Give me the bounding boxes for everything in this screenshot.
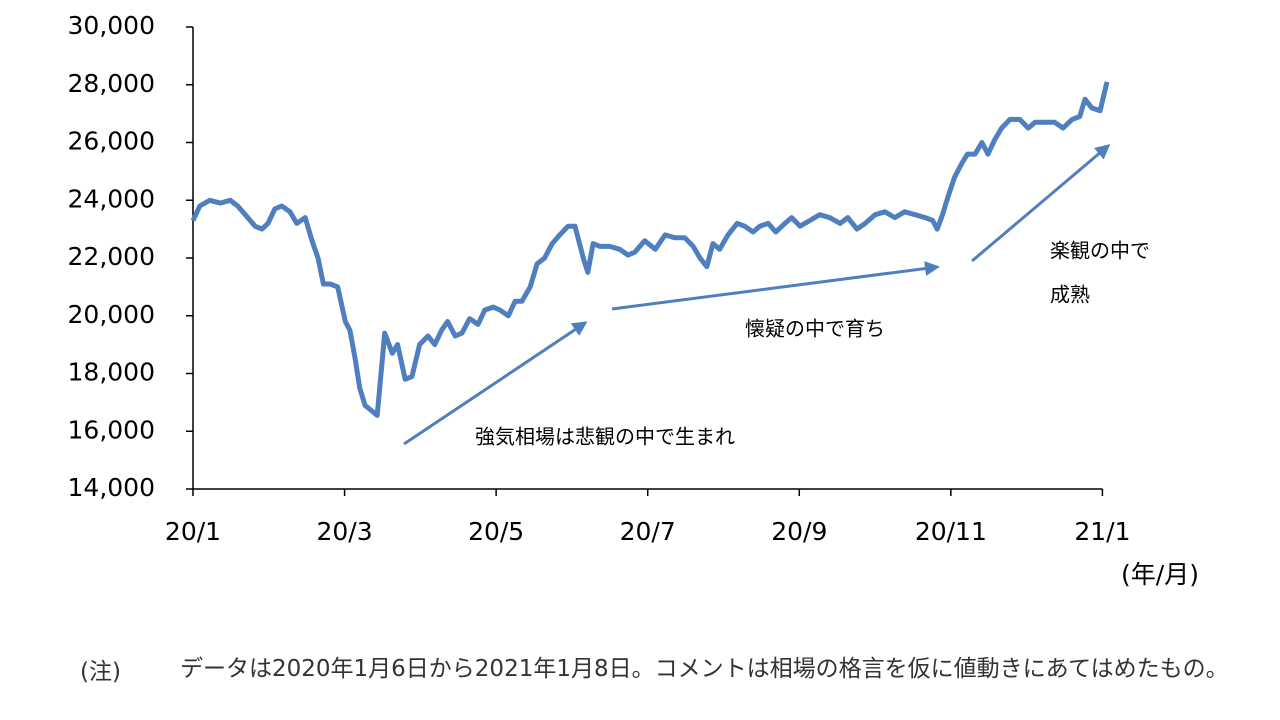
- y-tick-label: 22,000: [68, 242, 155, 271]
- x-axis-label: (年/月): [1121, 560, 1199, 589]
- y-tick-label: 16,000: [68, 415, 155, 444]
- y-tick-label: 30,000: [68, 11, 155, 40]
- y-tick-label: 14,000: [68, 473, 155, 502]
- x-tick-label: 21/1: [1074, 517, 1130, 546]
- y-tick-label: 26,000: [68, 127, 155, 156]
- arrow: [971, 144, 1111, 263]
- annotation: 楽観の中で: [1050, 239, 1150, 263]
- x-tick-label: 20/9: [771, 517, 827, 546]
- arrow: [403, 321, 588, 446]
- y-tick-label: 28,000: [68, 69, 155, 98]
- annotation: 懐疑の中で育ち: [745, 317, 885, 341]
- y-tick-label: 18,000: [68, 358, 155, 387]
- annotation: 強気相場は悲観の中で生まれ: [475, 425, 735, 449]
- annotation: 成熟: [1050, 283, 1090, 307]
- y-tick-label: 20,000: [68, 300, 155, 329]
- note: データは2020年1月6日から2021年1月8日。コメントは相場の格言を仮に値動…: [180, 656, 1229, 682]
- x-tick-label: 20/11: [915, 517, 987, 546]
- x-tick-label: 20/1: [165, 517, 221, 546]
- x-tick-label: 20/7: [620, 517, 676, 546]
- x-tick-label: 20/3: [316, 517, 372, 546]
- x-tick-label: 20/5: [468, 517, 524, 546]
- arrow: [611, 261, 940, 311]
- chart: 強気相場は悲観の中で生まれ 懐疑の中で育ち 楽観の中で 成熟 (年/月) 14,…: [68, 11, 1199, 589]
- note-label: (注): [80, 659, 121, 685]
- y-tick-label: 24,000: [68, 184, 155, 213]
- price-line: [190, 81, 1110, 418]
